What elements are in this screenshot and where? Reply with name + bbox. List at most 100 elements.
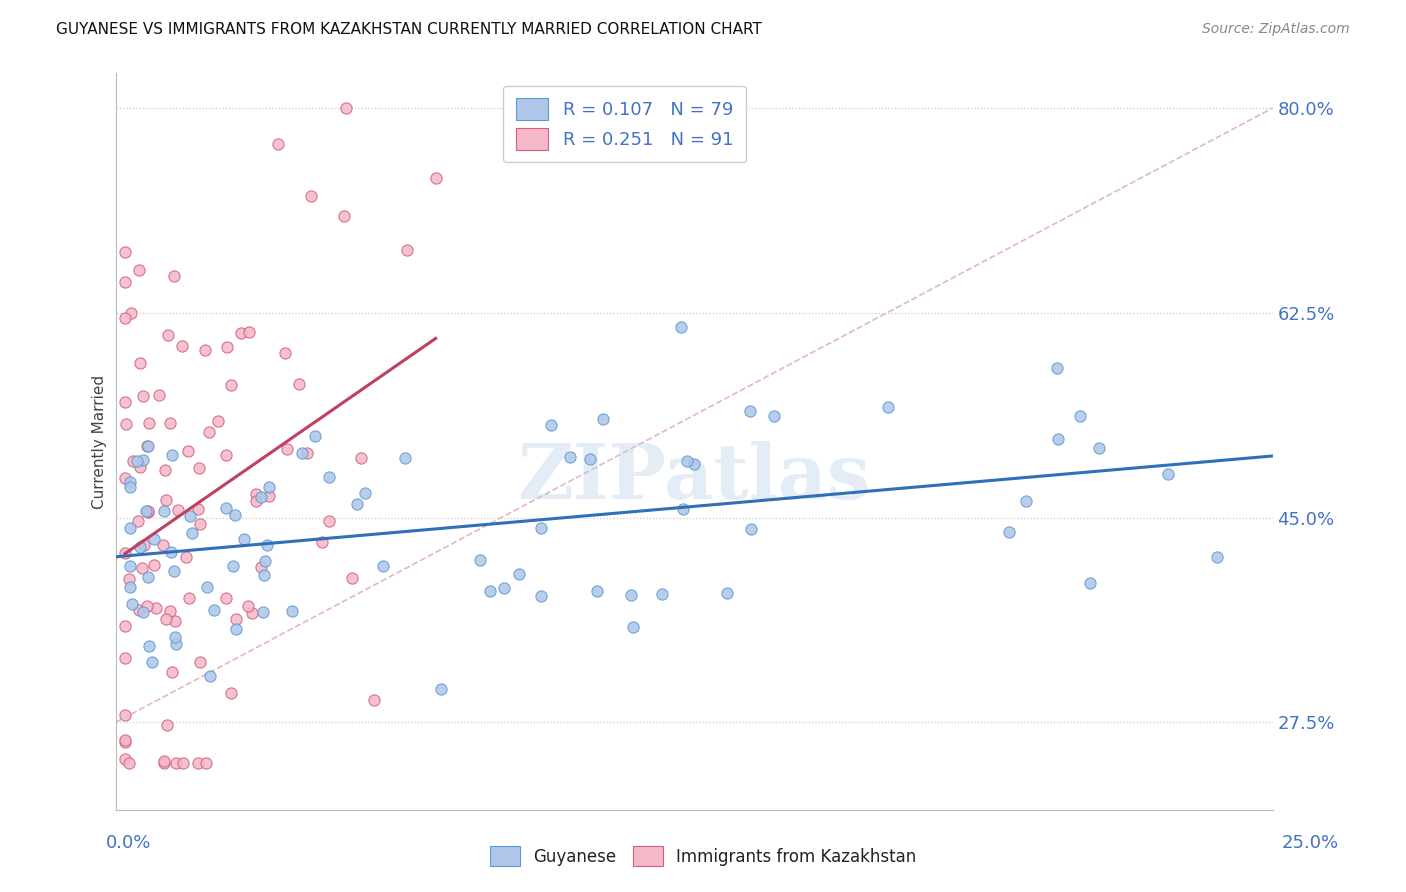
Point: [114, 545, 136, 559]
Point: [160, 448, 183, 462]
Point: [159, 416, 181, 430]
Point: [166, 503, 188, 517]
Text: 25.0%: 25.0%: [1281, 834, 1339, 852]
Point: [114, 471, 136, 485]
Point: [621, 620, 644, 634]
Point: [114, 733, 136, 747]
Point: [620, 588, 643, 602]
Point: [198, 669, 221, 683]
Point: [118, 580, 141, 594]
Point: [118, 475, 141, 490]
Point: [245, 487, 267, 501]
Point: [335, 101, 357, 115]
Point: [176, 443, 198, 458]
Point: [187, 501, 209, 516]
Point: [252, 568, 274, 582]
Point: [215, 591, 238, 605]
Point: [174, 549, 197, 564]
Point: [1205, 550, 1227, 565]
Point: [762, 409, 785, 423]
Point: [738, 404, 761, 418]
Point: [373, 559, 395, 574]
Point: [333, 209, 356, 223]
Point: [114, 619, 136, 633]
Text: GUYANESE VS IMMIGRANTS FROM KAZAKHSTAN CURRENTLY MARRIED CORRELATION CHART: GUYANESE VS IMMIGRANTS FROM KAZAKHSTAN C…: [56, 22, 762, 37]
Point: [136, 570, 159, 584]
Point: [207, 413, 229, 427]
Point: [675, 454, 697, 468]
Point: [267, 136, 290, 151]
Point: [215, 500, 238, 515]
Text: ZIPatlas: ZIPatlas: [517, 442, 870, 516]
Point: [238, 325, 260, 339]
Point: [257, 489, 280, 503]
Point: [202, 603, 225, 617]
Point: [540, 417, 562, 432]
Point: [128, 263, 150, 277]
Point: [165, 636, 187, 650]
Point: [165, 756, 187, 771]
Point: [586, 584, 609, 599]
Point: [114, 735, 136, 749]
Point: [120, 306, 142, 320]
Point: [340, 571, 363, 585]
Point: [250, 560, 273, 574]
Point: [114, 395, 136, 409]
Point: [135, 599, 157, 613]
Point: [195, 580, 218, 594]
Point: [136, 505, 159, 519]
Point: [350, 451, 373, 466]
Point: [160, 665, 183, 679]
Point: [353, 485, 375, 500]
Point: [425, 170, 447, 185]
Point: [256, 538, 278, 552]
Point: [1088, 441, 1111, 455]
Point: [118, 480, 141, 494]
Point: [153, 756, 176, 771]
Point: [132, 453, 155, 467]
Point: [280, 604, 302, 618]
Point: [128, 459, 150, 474]
Point: [179, 508, 201, 523]
Point: [579, 452, 602, 467]
Point: [121, 597, 143, 611]
Legend: Guyanese, Immigrants from Kazakhstan: Guyanese, Immigrants from Kazakhstan: [484, 839, 922, 873]
Point: [494, 581, 516, 595]
Point: [121, 454, 143, 468]
Point: [187, 756, 209, 771]
Point: [219, 378, 242, 392]
Point: [114, 708, 136, 723]
Point: [138, 416, 160, 430]
Point: [318, 514, 340, 528]
Point: [134, 537, 156, 551]
Point: [1046, 360, 1069, 375]
Point: [153, 754, 176, 768]
Point: [530, 589, 553, 603]
Point: [304, 428, 326, 442]
Point: [478, 583, 501, 598]
Point: [291, 446, 314, 460]
Point: [128, 603, 150, 617]
Point: [1157, 467, 1180, 482]
Point: [159, 604, 181, 618]
Text: 0.0%: 0.0%: [105, 834, 150, 852]
Point: [530, 521, 553, 535]
Point: [118, 572, 141, 586]
Point: [165, 614, 187, 628]
Point: [180, 525, 202, 540]
Point: [118, 521, 141, 535]
Point: [225, 622, 247, 636]
Point: [998, 525, 1021, 540]
Point: [1014, 494, 1036, 508]
Point: [187, 461, 209, 475]
Point: [253, 554, 276, 568]
Point: [129, 541, 152, 555]
Point: [135, 503, 157, 517]
Point: [177, 591, 200, 605]
Point: [1078, 576, 1101, 591]
Point: [163, 630, 186, 644]
Point: [363, 693, 385, 707]
Point: [138, 639, 160, 653]
Point: [118, 559, 141, 574]
Point: [508, 566, 530, 581]
